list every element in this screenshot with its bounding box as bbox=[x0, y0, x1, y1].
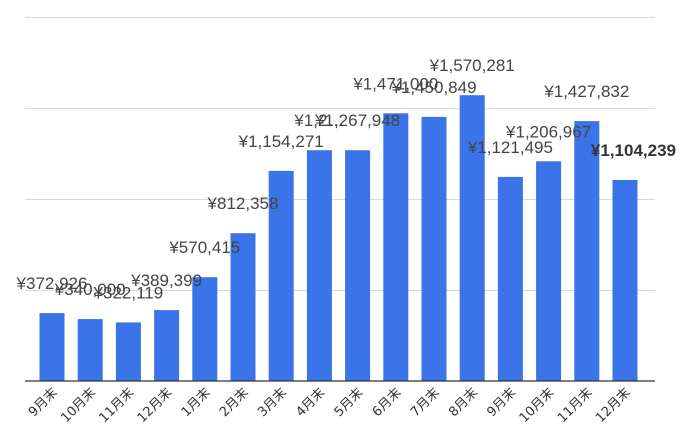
data-label: ¥1,206,967 bbox=[505, 122, 591, 141]
bar bbox=[612, 180, 638, 381]
data-label: ¥570,415 bbox=[168, 238, 240, 257]
bar bbox=[383, 113, 409, 382]
data-label: ¥1,570,281 bbox=[429, 56, 515, 75]
x-tick-label: 1月末 bbox=[179, 385, 214, 420]
bar bbox=[192, 277, 218, 381]
x-tick-label: 9月末 bbox=[484, 385, 519, 420]
bar bbox=[421, 116, 447, 382]
x-tick-label: 9月末 bbox=[26, 385, 61, 420]
x-tick-label: 3月末 bbox=[255, 385, 290, 420]
bar bbox=[39, 313, 65, 381]
data-label: ¥1,121,495 bbox=[467, 138, 553, 157]
x-tick-label: 6月末 bbox=[370, 385, 405, 420]
x-tick-label: 10月末 bbox=[58, 385, 99, 426]
bar bbox=[574, 121, 600, 381]
bar bbox=[345, 150, 371, 381]
x-tick-label: 12月末 bbox=[135, 385, 176, 426]
bar bbox=[115, 322, 141, 381]
data-labels: ¥372,926¥340,000¥322,119¥389,399 ¥570,415… bbox=[16, 56, 676, 302]
x-tick-label: 11月末 bbox=[97, 385, 138, 426]
x-tick-label: 7月末 bbox=[408, 385, 443, 420]
data-label: ¥389,399 bbox=[130, 271, 202, 290]
x-tick-label: 5月末 bbox=[332, 385, 367, 420]
data-label: ¥1,2… bbox=[293, 111, 344, 130]
x-tick-label: 2月末 bbox=[217, 385, 252, 420]
data-label: ¥372,926 bbox=[16, 274, 88, 293]
bar bbox=[459, 95, 485, 381]
x-tick-label: 10月末 bbox=[517, 385, 558, 426]
data-label: ¥1,450,849 bbox=[390, 78, 476, 97]
data-label: ¥1,471,000 bbox=[352, 74, 438, 93]
x-tick-label: 4月末 bbox=[293, 385, 328, 420]
bar bbox=[306, 150, 332, 381]
data-label: ¥1,104,239 bbox=[591, 141, 676, 160]
bar bbox=[536, 161, 562, 381]
data-label: ¥340,000 bbox=[54, 280, 126, 299]
x-tick-label: 11月末 bbox=[555, 385, 596, 426]
x-tick-label: 8月末 bbox=[446, 385, 481, 420]
data-label: ¥1,427,832 bbox=[543, 82, 629, 101]
bar bbox=[497, 176, 523, 381]
bar bbox=[77, 319, 103, 381]
data-label: ¥1,267,948 bbox=[314, 111, 400, 130]
bars bbox=[39, 95, 638, 382]
data-label: ¥322,119 bbox=[93, 283, 164, 302]
bar bbox=[154, 310, 180, 381]
bar bbox=[230, 233, 256, 381]
x-tick-label: 12月末 bbox=[593, 385, 634, 426]
data-label: ¥1,154,271 bbox=[238, 132, 324, 151]
data-label: ¥812,358 bbox=[207, 194, 279, 213]
bar bbox=[268, 170, 294, 381]
